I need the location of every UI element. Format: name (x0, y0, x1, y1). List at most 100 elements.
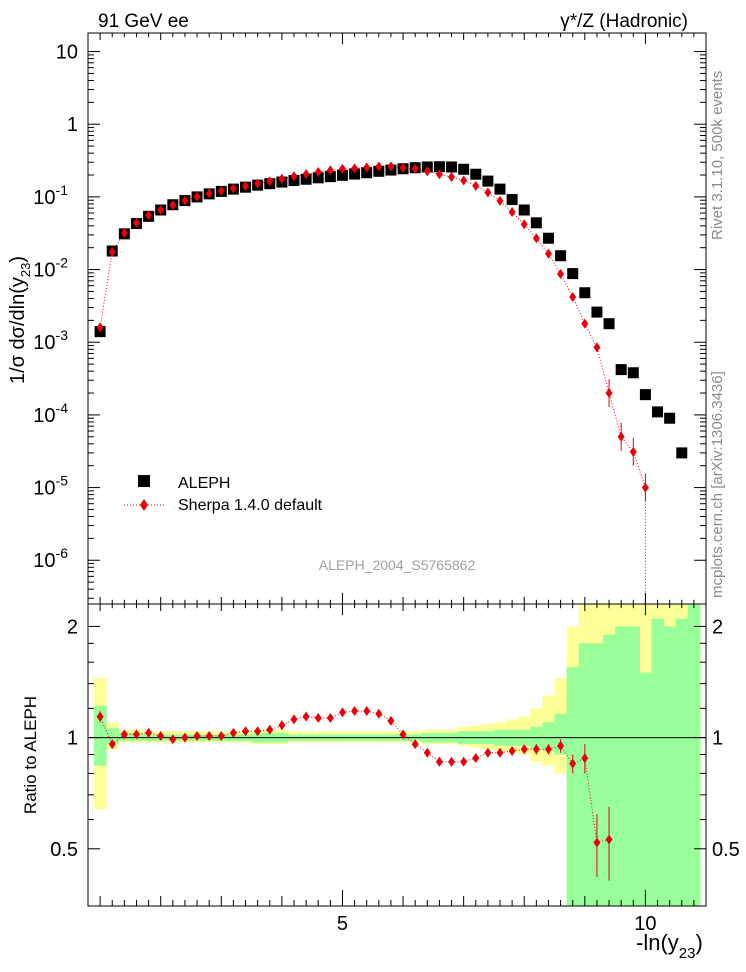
uncertainty-band-inner (615, 626, 628, 906)
sherpa-point (460, 175, 468, 186)
sherpa-point (120, 227, 128, 238)
sherpa-point (508, 206, 516, 217)
y-tick-label: 10-5 (33, 473, 68, 500)
uncertainty-band-inner (554, 713, 568, 755)
ratio-y-tick-label-right: 2 (712, 616, 723, 638)
y-tick-base: 10 (33, 187, 55, 209)
ratio-point (569, 758, 577, 769)
ratio-point (145, 727, 153, 738)
aleph-point (433, 161, 445, 173)
uncertainty-band-inner (94, 705, 107, 766)
ratio-point (326, 712, 334, 723)
ratio-point (387, 715, 395, 726)
legend-marker-aleph (138, 475, 150, 487)
uncertainty-band-inner (651, 618, 665, 906)
sherpa-point (423, 166, 431, 177)
ratio-point (557, 740, 565, 751)
aleph-point (664, 412, 676, 424)
sherpa-point (217, 185, 225, 196)
ratio-point (411, 739, 419, 750)
sherpa-point (520, 219, 528, 230)
ratio-point (593, 837, 601, 848)
ratio-panel: 2 21 10.5 0.5 5 10 Ratio to ALEPH -ln(y23) (21, 33, 740, 962)
sherpa-point (629, 446, 637, 457)
y-tick-exponent: -4 (56, 400, 69, 416)
sherpa-point (557, 268, 565, 279)
aleph-point (361, 167, 373, 179)
ratio-point (544, 744, 552, 755)
sherpa-point (278, 173, 286, 184)
ratio-point (435, 756, 443, 767)
ratio-point (278, 720, 286, 731)
ratio-point (254, 726, 262, 737)
legend: ALEPH Sherpa 1.4.0 default (124, 475, 323, 514)
ratio-xlabel-prefix: -ln(y (636, 930, 679, 955)
legend-marker-sherpa (140, 499, 148, 511)
y-tick-label: 10-1 (33, 182, 68, 209)
ratio-point (169, 734, 177, 745)
sherpa-point (496, 195, 504, 206)
ratio-point (181, 732, 189, 743)
sherpa-point (169, 200, 177, 211)
aleph-point (639, 389, 651, 401)
uncertainty-band-inner (566, 667, 580, 906)
legend-label-aleph: ALEPH (178, 475, 230, 492)
ratio-point (460, 756, 468, 767)
sherpa-point (338, 163, 346, 174)
header-left: 91 GeV ee (98, 11, 189, 32)
main-ylabel-prefix: 1/σ dσ/dln(y (7, 277, 29, 384)
sherpa-point (387, 161, 395, 172)
main-ylabel-sub: 23 (18, 263, 33, 277)
y-tick-label: 10-4 (33, 400, 68, 427)
ratio-y-tick-label: 1 (67, 728, 78, 750)
ratio-point (375, 708, 383, 719)
ratio-point (508, 745, 516, 756)
ratio-point (496, 747, 504, 758)
sherpa-point (435, 169, 443, 180)
ratio-point (157, 731, 165, 742)
sherpa-point (181, 195, 189, 206)
y-tick-label: 10-3 (33, 327, 68, 354)
sherpa-point (593, 342, 601, 353)
aleph-point (627, 367, 639, 379)
sherpa-point (229, 183, 237, 194)
y-tick-exponent: -2 (56, 255, 69, 271)
sherpa-point (290, 171, 298, 182)
sherpa-point (205, 188, 213, 199)
watermark: ALEPH_2004_S5765862 (319, 557, 476, 573)
aleph-point (591, 306, 603, 318)
y-tick-base: 10 (33, 550, 55, 572)
sherpa-point (132, 217, 140, 228)
y-tick-base: 10 (33, 332, 55, 354)
ratio-point (108, 739, 116, 750)
aleph-point (494, 183, 506, 195)
ratio-xlabel-sub: 23 (679, 945, 696, 962)
y-tick-base: 10 (33, 260, 55, 282)
source-label: mcplots.cern.ch [arXiv:1306.3436] (709, 371, 726, 598)
sherpa-point (581, 318, 589, 329)
sherpa-point (617, 431, 625, 442)
y-tick-base: 10 (33, 478, 55, 500)
ratio-y-tick-label: 2 (67, 616, 78, 638)
aleph-point (300, 173, 312, 185)
aleph-point (446, 161, 458, 173)
uncertainty-band-inner (106, 728, 119, 745)
aleph-point (349, 168, 361, 180)
ratio-point (290, 714, 298, 725)
sherpa-point (193, 191, 201, 202)
aleph-point (579, 287, 591, 299)
ratio-point (266, 724, 274, 735)
y-tick-label: 1 (67, 114, 78, 136)
ratio-point (484, 747, 492, 758)
sherpa-point (157, 205, 165, 216)
sherpa-point (351, 163, 359, 174)
sherpa-point (569, 291, 577, 302)
aleph-point (458, 163, 470, 175)
sherpa-point (302, 169, 310, 180)
main-ylabel: 1/σ dσ/dln(y23) (7, 256, 33, 384)
y-tick-label: 10-2 (33, 255, 68, 282)
ratio-point (532, 744, 540, 755)
sherpa-point (242, 181, 250, 192)
ratio-point (314, 712, 322, 723)
y-tick-exponent: -5 (56, 473, 69, 489)
